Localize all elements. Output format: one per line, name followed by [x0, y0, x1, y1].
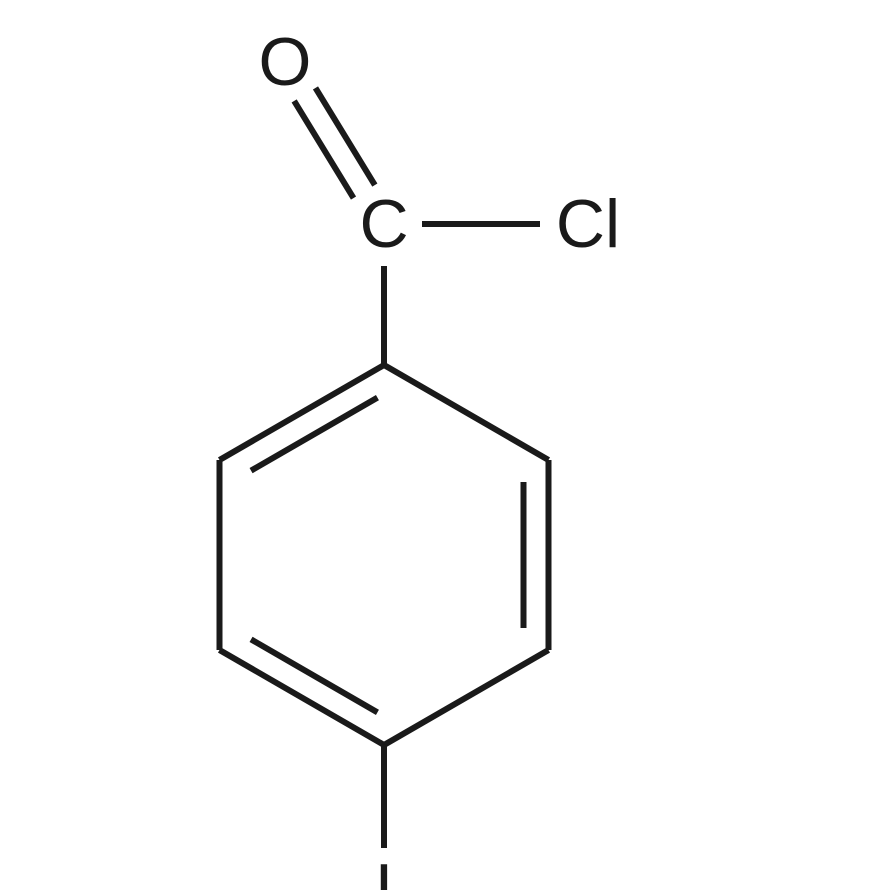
atom-carbon: C [359, 186, 408, 262]
atom-chlorine: Cl [556, 186, 620, 262]
chemical-structure-svg: O C Cl I [0, 0, 890, 890]
atom-iodine: I [375, 850, 394, 890]
atom-oxygen: O [259, 24, 312, 100]
